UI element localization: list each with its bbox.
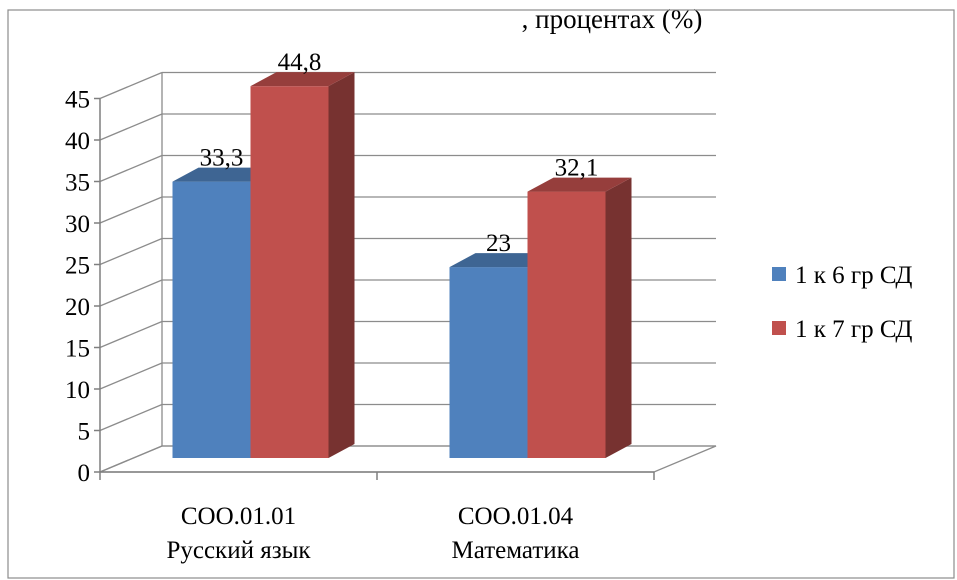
chart-border bbox=[7, 9, 955, 579]
bar-front bbox=[449, 267, 528, 458]
data-labels: 33,3 44,8 23 32,1 bbox=[200, 49, 599, 257]
data-label-1-0: 23 bbox=[486, 230, 511, 257]
bar-side bbox=[328, 72, 355, 458]
legend-label-1: 1 к 7 гр СД bbox=[795, 316, 912, 343]
side-gridline-5 bbox=[99, 237, 163, 266]
data-label-1-1: 32,1 bbox=[555, 155, 599, 182]
bar-front bbox=[250, 86, 329, 458]
y-tick-label-0: 0 bbox=[78, 460, 91, 487]
y-tick-label-5: 25 bbox=[65, 253, 90, 280]
data-label-0-0: 33,3 bbox=[200, 145, 244, 172]
bar-1-1 bbox=[527, 177, 632, 458]
side-gridline-4 bbox=[99, 279, 163, 307]
category-labels: СОО.01.01 Русский язык СОО.01.04 Математика bbox=[166, 503, 579, 564]
y-tick-label-3: 15 bbox=[65, 336, 90, 363]
legend-label-0: 1 к 6 гр СД bbox=[795, 262, 912, 289]
axes: 0 5 10 15 20 25 30 35 40 45 bbox=[65, 87, 655, 487]
bar-0-1 bbox=[250, 72, 355, 458]
side-gridline-3 bbox=[99, 320, 163, 349]
y-tick-label-7: 35 bbox=[65, 170, 90, 197]
side-gridline-8 bbox=[99, 113, 163, 141]
y-tick-label-8: 40 bbox=[65, 128, 90, 155]
data-label-0-1: 44,8 bbox=[278, 49, 322, 76]
bar-front bbox=[527, 191, 606, 458]
legend-swatch-1 bbox=[772, 321, 786, 335]
side-gridline-9 bbox=[99, 71, 163, 100]
bar-top bbox=[250, 72, 355, 87]
y-tick-label-4: 20 bbox=[65, 294, 90, 321]
bar-top bbox=[527, 177, 632, 192]
y-tick-label-6: 30 bbox=[65, 211, 90, 238]
side-gridline-2 bbox=[99, 362, 163, 390]
y-tick-label-1: 5 bbox=[78, 419, 91, 446]
y-tick-label-9: 45 bbox=[65, 87, 90, 114]
bars bbox=[172, 72, 632, 459]
category-label-0-1: Русский язык bbox=[166, 537, 311, 564]
side-gridline-1 bbox=[99, 403, 163, 432]
chart-title: , процентах (%) bbox=[522, 4, 703, 34]
side-gridline-6 bbox=[99, 196, 163, 224]
category-label-0-0: СОО.01.01 bbox=[181, 503, 296, 530]
side-gridline-7 bbox=[99, 154, 163, 183]
bar-side bbox=[605, 177, 632, 458]
legend-swatch-0 bbox=[772, 267, 786, 281]
legend: 1 к 6 гр СД 1 к 7 гр СД bbox=[772, 262, 912, 343]
category-label-1-1: Математика bbox=[452, 537, 580, 564]
y-tick-label-2: 10 bbox=[65, 377, 90, 404]
category-label-1-0: СОО.01.04 bbox=[458, 503, 574, 530]
bar-front bbox=[172, 181, 251, 459]
